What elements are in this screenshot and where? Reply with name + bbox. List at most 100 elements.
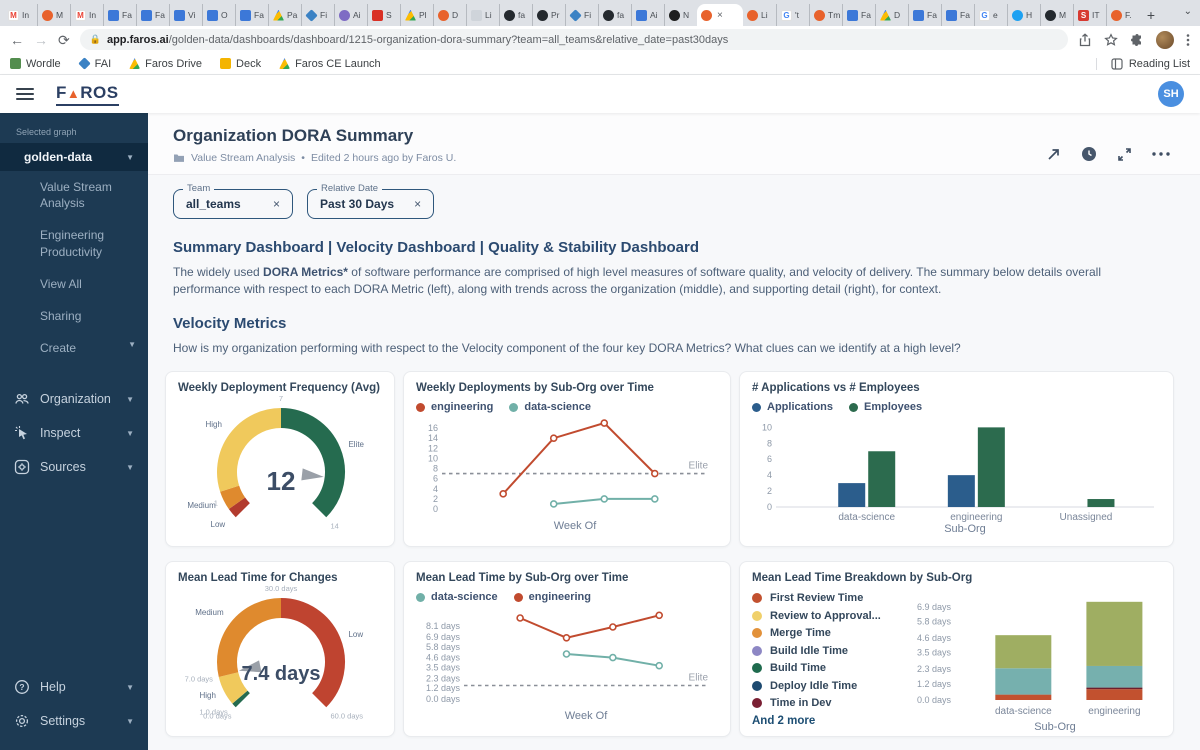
- sidebar-subitem-engineering-productivity[interactable]: Engineering Productivity: [40, 228, 105, 259]
- graph-selector[interactable]: golden-data ▼: [0, 143, 148, 171]
- browser-tab[interactable]: G't: [776, 4, 809, 26]
- bookmark-item[interactable]: Wordle: [10, 58, 61, 70]
- open-external-icon[interactable]: [1046, 147, 1061, 162]
- user-avatar[interactable]: SH: [1158, 81, 1184, 107]
- chart-card-deployment-frequency-gauge[interactable]: Weekly Deployment Frequency (Avg) 1 7 14 Lo…: [165, 371, 395, 548]
- browser-tab[interactable]: F.: [1106, 4, 1139, 26]
- sidebar-item-inspect[interactable]: Inspect ▼: [0, 416, 148, 450]
- faros-favicon: [701, 9, 712, 21]
- legend-item[interactable]: Build Time: [752, 662, 910, 674]
- browser-tab[interactable]: Pa: [268, 4, 301, 26]
- browser-tab[interactable]: Ai: [334, 4, 367, 26]
- sidebar-subitem-value-stream-analysis[interactable]: Value Stream Analysis: [40, 180, 112, 211]
- sidebar-item-organization[interactable]: Organization ▼: [0, 382, 148, 416]
- browser-tab[interactable]: Fa: [136, 4, 169, 26]
- tab-overflow-caret[interactable]: ⌄: [1183, 6, 1192, 17]
- legend-item[interactable]: Merge Time: [752, 627, 910, 639]
- sidebar-subitem-view-all[interactable]: View All: [40, 276, 82, 291]
- refresh-button[interactable]: ⟳: [58, 31, 70, 48]
- svg-text:5.8 days: 5.8 days: [426, 642, 461, 652]
- browser-tab[interactable]: D: [875, 4, 908, 26]
- browser-tab[interactable]: fa: [499, 4, 532, 26]
- browser-tab[interactable]: Tm: [809, 4, 842, 26]
- browser-tab[interactable]: M In: [70, 4, 103, 26]
- browser-tab[interactable]: Li: [466, 4, 499, 26]
- legend-item[interactable]: Deploy Idle Time: [752, 680, 910, 692]
- legend-item[interactable]: engineering: [416, 401, 493, 413]
- svg-text:14: 14: [428, 433, 438, 443]
- legend-item[interactable]: Applications: [752, 401, 833, 413]
- sidebar-item-settings[interactable]: Settings ▼: [0, 704, 148, 738]
- extensions-puzzle-icon[interactable]: [1130, 33, 1144, 47]
- chart-card-weekly-deployments-line[interactable]: Weekly Deployments by Sub-Org over Time …: [403, 371, 731, 548]
- reading-list-button[interactable]: Reading List: [1095, 57, 1190, 70]
- browser-tab[interactable]: Pr: [532, 4, 565, 26]
- legend-more-link[interactable]: And 2 more: [752, 714, 816, 727]
- chart-card-lead-time-gauge[interactable]: Mean Lead Time for Changes 0.0 days 1.0 d…: [165, 561, 395, 738]
- bookmark-item[interactable]: Faros CE Launch: [279, 58, 381, 70]
- browser-tab[interactable]: H: [1007, 4, 1040, 26]
- browser-tab[interactable]: M: [37, 4, 70, 26]
- legend-item[interactable]: Review to Approval...: [752, 610, 910, 622]
- sidebar-subitem-create[interactable]: Create ▼: [40, 340, 136, 356]
- browser-menu-kebab-icon[interactable]: [1186, 33, 1190, 47]
- browser-tab[interactable]: Ai: [631, 4, 664, 26]
- chart-card-applications-vs-employees-bar[interactable]: # Applications vs # Employees Applicatio…: [739, 371, 1174, 548]
- browser-tab[interactable]: Fi: [565, 4, 598, 26]
- browser-tab[interactable]: Pl: [400, 4, 433, 26]
- back-button[interactable]: ←: [10, 31, 24, 48]
- bookmark-item[interactable]: FAI: [77, 57, 111, 70]
- browser-tab[interactable]: M: [1040, 4, 1073, 26]
- legend-item[interactable]: engineering: [513, 591, 591, 603]
- browser-tab[interactable]: Fa: [842, 4, 875, 26]
- legend-item[interactable]: data-science: [509, 401, 591, 413]
- chart-card-lead-time-line[interactable]: Mean Lead Time by Sub-Org over Time data…: [403, 561, 731, 738]
- filter-chip-team[interactable]: Team all_teams ×: [173, 183, 293, 219]
- fullscreen-expand-icon[interactable]: [1117, 147, 1132, 162]
- sidebar-item-sources[interactable]: Sources ▼: [0, 450, 148, 484]
- forward-button[interactable]: →: [34, 31, 48, 48]
- browser-tab[interactable]: Li: [743, 4, 776, 26]
- browser-tab[interactable]: D: [433, 4, 466, 26]
- browser-tab[interactable]: Fi: [301, 4, 334, 26]
- browser-tab[interactable]: Fa: [941, 4, 974, 26]
- browser-tab[interactable]: N: [664, 4, 697, 26]
- address-bar[interactable]: 🔒 app.faros.ai/golden-data/dashboards/da…: [79, 29, 1068, 50]
- legend-item[interactable]: Time in Dev: [752, 697, 910, 709]
- browser-tab[interactable]: Fa: [235, 4, 268, 26]
- browser-tab[interactable]: S: [367, 4, 400, 26]
- faros-logo[interactable]: F▲ROS: [56, 83, 119, 106]
- tab-close-icon[interactable]: ×: [717, 9, 723, 21]
- legend-item[interactable]: First Review Time: [752, 592, 910, 604]
- browser-tab[interactable]: Fa: [103, 4, 136, 26]
- svg-text:2.3 days: 2.3 days: [917, 664, 952, 674]
- bookmark-star-icon[interactable]: [1104, 32, 1118, 47]
- browser-tab[interactable]: S IT: [1073, 4, 1106, 26]
- browser-tab[interactable]: Fa: [908, 4, 941, 26]
- bookmark-item[interactable]: Faros Drive: [129, 58, 202, 70]
- svg-text:Unassigned: Unassigned: [1060, 512, 1113, 523]
- browser-tab[interactable]: fa: [598, 4, 631, 26]
- browser-tab[interactable]: M In: [4, 4, 37, 26]
- sidebar-subitem-sharing[interactable]: Sharing: [40, 308, 82, 323]
- browser-tab[interactable]: O: [202, 4, 235, 26]
- filter-chip-relative-date[interactable]: Relative Date Past 30 Days ×: [307, 183, 435, 219]
- breadcrumb[interactable]: Value Stream Analysis: [191, 152, 296, 164]
- browser-tab-active[interactable]: ×: [697, 4, 743, 26]
- clear-filter-icon[interactable]: ×: [272, 197, 280, 211]
- legend-item[interactable]: Build Idle Time: [752, 645, 910, 657]
- hamburger-menu-icon[interactable]: [16, 85, 34, 103]
- bookmark-item[interactable]: Deck: [220, 58, 261, 70]
- legend-item[interactable]: data-science: [416, 591, 498, 603]
- browser-tab[interactable]: Vi: [169, 4, 202, 26]
- chart-card-lead-time-breakdown-stacked[interactable]: Mean Lead Time Breakdown by Sub-Org Firs…: [739, 561, 1174, 738]
- share-icon[interactable]: [1078, 32, 1092, 47]
- history-clock-icon[interactable]: [1081, 146, 1097, 162]
- clear-filter-icon[interactable]: ×: [414, 197, 422, 211]
- sidebar-item-help[interactable]: ? Help ▼: [0, 670, 148, 704]
- legend-item[interactable]: Employees: [849, 401, 922, 413]
- more-options-icon[interactable]: [1152, 152, 1170, 156]
- browser-profile-avatar[interactable]: [1156, 30, 1174, 49]
- new-tab-button[interactable]: +: [1146, 7, 1156, 23]
